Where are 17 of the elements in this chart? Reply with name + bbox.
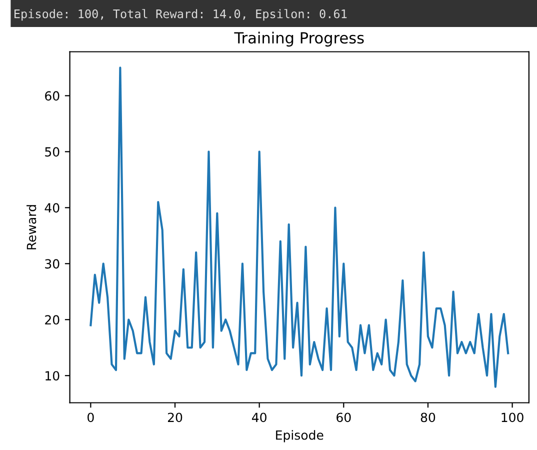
- x-tick-label: 80: [420, 412, 436, 422]
- text: Episode: 100, Total Reward: 14.0, Epsilon: 0.61: [14, 9, 347, 21]
- x-tick-label: 40: [252, 412, 266, 422]
- y-axis-title: Reward: [26, 205, 36, 250]
- chart-title: Training Progress: [234, 32, 364, 47]
- y-tick-label: 60: [45, 91, 60, 101]
- x-tick-label: 100: [502, 412, 524, 422]
- y-tick-label: 20: [45, 315, 60, 325]
- y-tick-label: 50: [45, 147, 60, 157]
- y-tick-label: 10: [46, 371, 60, 381]
- x-tick-label: 60: [336, 412, 351, 422]
- x-axis-title: Episode: [276, 430, 324, 442]
- y-tick-label: 30: [45, 259, 60, 269]
- x-tick-label: 0: [88, 412, 94, 422]
- y-tick-label: 40: [44, 203, 60, 213]
- x-tick-label: 20: [168, 412, 182, 422]
- line-series: [90, 66, 510, 388]
